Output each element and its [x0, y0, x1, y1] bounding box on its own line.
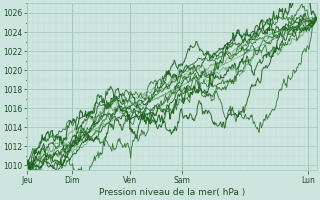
X-axis label: Pression niveau de la mer( hPa ): Pression niveau de la mer( hPa ) [99, 188, 245, 197]
